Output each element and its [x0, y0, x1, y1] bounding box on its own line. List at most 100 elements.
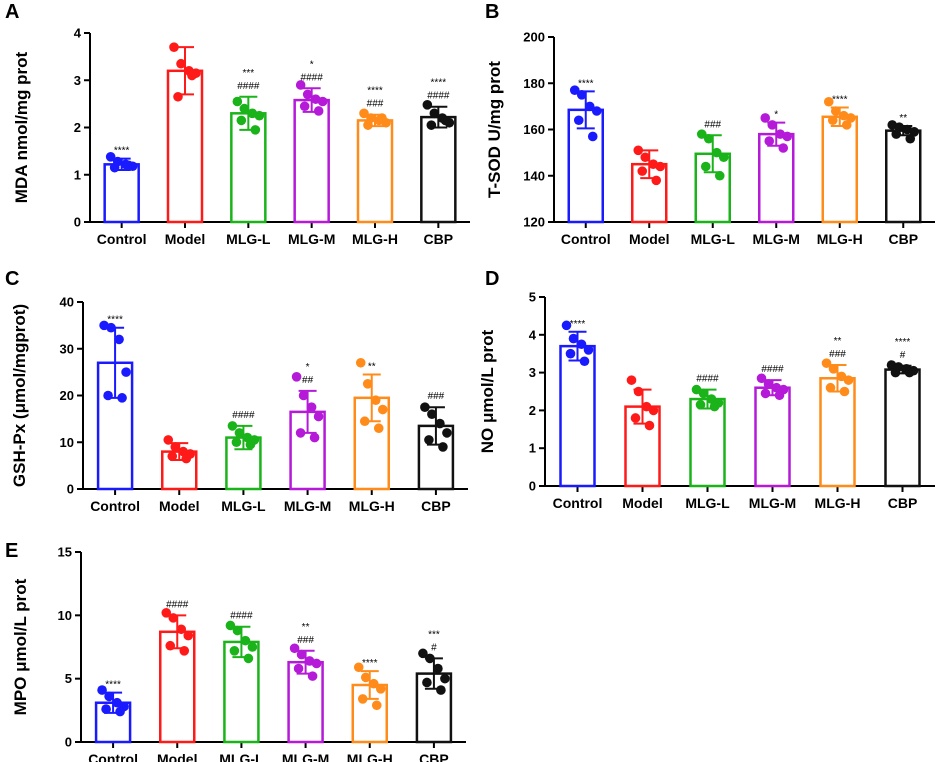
- data-point: [905, 133, 916, 144]
- data-point: [115, 706, 125, 717]
- data-point: [700, 161, 711, 172]
- data-point: [298, 390, 309, 401]
- data-point: [836, 371, 847, 382]
- significance-mark: ****: [895, 337, 911, 348]
- data-point: [587, 131, 598, 142]
- x-tick-label: Model: [165, 231, 205, 247]
- data-point: [105, 151, 116, 162]
- significance-mark: *: [306, 362, 310, 373]
- data-point: [299, 101, 310, 112]
- y-tick-label: 2: [529, 403, 536, 418]
- bar-mlg-m: [758, 132, 795, 224]
- data-point: [353, 662, 364, 673]
- data-point: [170, 442, 181, 452]
- y-axis-label: NO μmol/L prot: [478, 329, 497, 453]
- significance-mark: ####: [166, 599, 189, 610]
- significance-mark: **: [368, 361, 376, 372]
- x-tick-label: Model: [157, 751, 197, 762]
- bar-cbp: [884, 368, 921, 488]
- data-point: [821, 358, 832, 368]
- y-tick-label: 0: [529, 479, 536, 494]
- data-point: [359, 108, 369, 119]
- x-tick-label: MLG-H: [352, 231, 398, 247]
- x-tick-label: MLG-H: [817, 231, 863, 247]
- data-point: [568, 333, 579, 344]
- data-point: [293, 663, 304, 674]
- significance-mark: **: [834, 336, 842, 347]
- data-point: [103, 390, 113, 401]
- x-tick-label: Control: [561, 231, 611, 247]
- data-point: [630, 413, 641, 423]
- data-point: [825, 382, 836, 393]
- data-point: [890, 367, 901, 378]
- data-point: [695, 399, 706, 410]
- data-point: [227, 421, 238, 431]
- data-point: [181, 453, 192, 464]
- data-point: [362, 379, 373, 389]
- panel-b: B 120 140 160 180 200 T-SOD U/mg prot **** Contr…: [485, 1, 935, 247]
- data-point: [302, 89, 313, 100]
- y-tick-label: 5: [529, 290, 536, 305]
- significance-mark: ###: [704, 119, 721, 130]
- data-point: [698, 388, 709, 399]
- data-point: [239, 103, 250, 114]
- data-point: [183, 630, 194, 641]
- data-point: [240, 635, 251, 646]
- panel-letter: E: [5, 540, 18, 562]
- data-point: [767, 120, 778, 130]
- data-point: [440, 673, 450, 684]
- y-tick-label: 40: [60, 295, 74, 310]
- data-point: [169, 42, 179, 52]
- y-tick-label: 0: [67, 482, 74, 497]
- y-axis-label: T-SOD U/mg prot: [485, 61, 504, 198]
- data-point: [229, 646, 240, 656]
- data-point: [232, 96, 243, 107]
- y-tick-label: 1: [529, 441, 536, 456]
- data-point: [760, 113, 771, 123]
- data-point: [97, 685, 107, 695]
- x-tick-label: MLG-L: [226, 231, 271, 247]
- data-point: [106, 322, 116, 333]
- data-point: [165, 640, 176, 651]
- data-point: [123, 160, 134, 171]
- x-tick-label: MLG-H: [815, 495, 861, 511]
- data-point: [579, 356, 590, 367]
- x-tick-label: MLG-H: [349, 498, 395, 514]
- data-point: [373, 423, 384, 434]
- significance-hash: ##: [302, 375, 314, 386]
- data-point: [377, 113, 387, 123]
- data-point: [843, 375, 854, 385]
- data-point: [104, 691, 114, 702]
- data-point: [438, 442, 448, 452]
- data-point: [823, 96, 834, 107]
- significance-mark: ***: [242, 68, 254, 79]
- significance-mark: ****: [114, 146, 130, 157]
- data-point: [161, 608, 172, 618]
- data-point: [565, 348, 576, 359]
- data-point: [311, 658, 322, 669]
- y-tick-label: 30: [60, 341, 74, 356]
- data-point: [317, 96, 328, 107]
- significance-mark: ####: [230, 611, 253, 622]
- data-point: [163, 435, 174, 445]
- x-tick-label: MLG-M: [284, 498, 331, 514]
- y-tick-label: 140: [523, 168, 545, 183]
- data-point: [633, 386, 644, 397]
- bar-cbp: [885, 129, 922, 224]
- x-tick-label: CBP: [888, 231, 918, 247]
- data-point: [435, 418, 445, 429]
- data-point: [569, 85, 580, 95]
- data-point: [845, 113, 856, 123]
- data-point: [827, 115, 838, 126]
- data-point: [426, 120, 437, 130]
- bar-mlg-m: [754, 386, 791, 488]
- x-tick-label: Control: [553, 495, 603, 511]
- data-point: [839, 386, 850, 397]
- y-tick-label: 10: [58, 608, 72, 623]
- x-tick-label: MLG-M: [288, 231, 335, 247]
- data-point: [306, 402, 317, 412]
- x-tick-label: CBP: [421, 498, 451, 514]
- data-point: [828, 364, 839, 374]
